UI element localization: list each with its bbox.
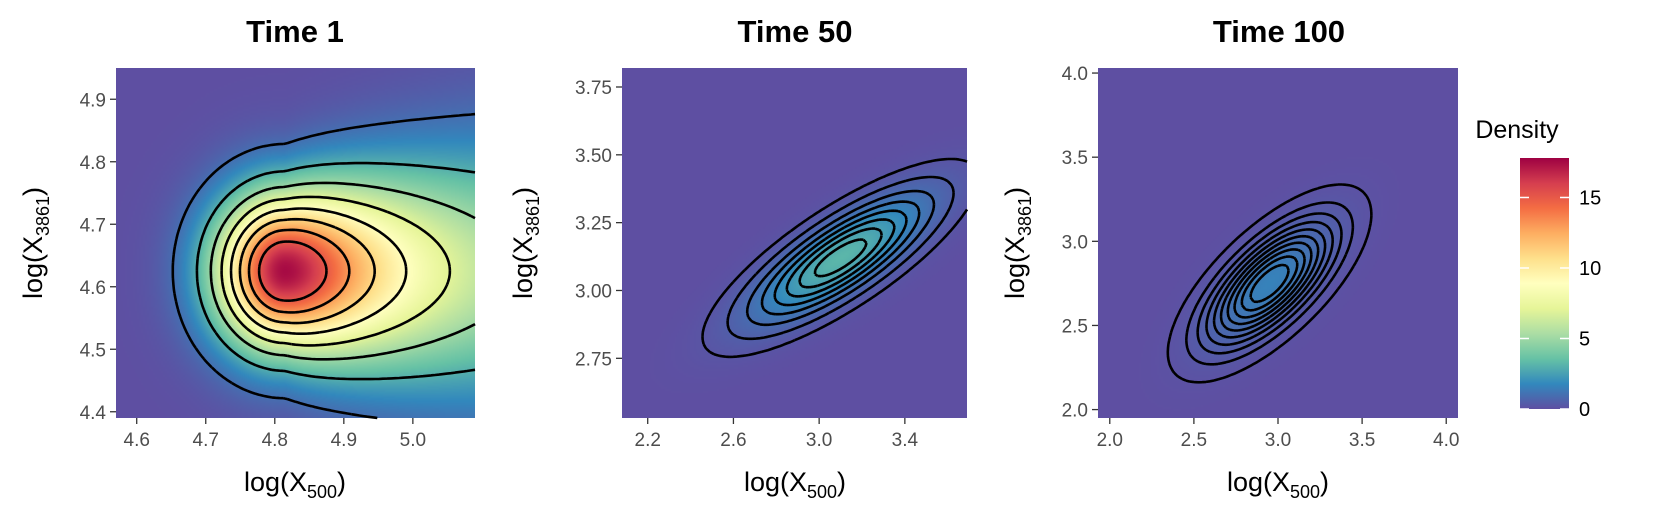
contour-lines <box>1166 183 1373 384</box>
panel-title: Time 50 <box>738 14 853 49</box>
y-axis-label: log(X3861) <box>1000 187 1035 299</box>
legend-colorbar <box>1520 158 1569 409</box>
density-legend: Density 0 5 10 15 <box>1475 116 1601 421</box>
y-tick-label: 4.4 <box>80 403 107 424</box>
contour-line <box>1219 234 1320 332</box>
contour-line <box>1205 220 1334 347</box>
legend-tick-label: 5 <box>1579 328 1590 350</box>
y-tick-label: 2.5 <box>1062 316 1088 337</box>
y-tick-label: 3.25 <box>575 214 612 235</box>
x-tick-label: 3.0 <box>806 430 832 451</box>
contour-line <box>209 181 476 361</box>
y-tick-label: 4.0 <box>1062 64 1088 85</box>
y-tick-label: 4.6 <box>80 278 106 299</box>
contour-line <box>1233 248 1306 319</box>
x-tick-label: 4.8 <box>262 430 288 451</box>
density-heatmap <box>622 68 967 418</box>
y-tick-label: 3.50 <box>575 146 612 167</box>
x-tick-label: 4.6 <box>124 430 150 451</box>
contour-line <box>1249 263 1290 304</box>
contour-line <box>1196 212 1343 355</box>
contour-line <box>195 161 476 381</box>
contour-lines <box>171 112 476 420</box>
panel-time-1: Time 1 4.6 4.7 4.8 4.9 5.0 4.4 4.5 4.6 4.7 4.8 4.9… <box>18 14 476 502</box>
legend-tick-label: 15 <box>1579 187 1601 209</box>
axis-ticks: 4.6 4.7 4.8 4.9 5.0 4.4 4.5 4.6 4.7 4.8 4.9 <box>80 90 426 451</box>
y-tick-label: 2.0 <box>1062 401 1088 422</box>
legend-tick-label: 10 <box>1579 258 1601 280</box>
axis-ticks: 2.2 2.6 3.0 3.4 2.75 3.00 3.25 3.50 3.75 <box>575 78 918 451</box>
y-axis-label: log(X3861) <box>18 187 53 299</box>
panel-time-100: Time 100 2.0 2.5 3.0 3.5 4.02.02.53.03.54.0 … <box>1000 14 1459 502</box>
contour-line <box>1185 201 1355 366</box>
x-tick-label: 3.0 <box>1265 430 1291 451</box>
x-tick-label: 2.5 <box>1181 430 1207 451</box>
y-tick-label: 3.00 <box>575 281 612 302</box>
x-axis-label: log(X500) <box>244 467 346 502</box>
contour-line <box>220 195 452 347</box>
contour-line <box>229 207 408 335</box>
y-tick-label: 3.5 <box>1062 148 1088 169</box>
contour-line <box>760 200 921 316</box>
contour-line <box>813 238 868 278</box>
contour-line <box>773 209 908 307</box>
y-tick-label: 4.5 <box>80 340 106 361</box>
panel-title: Time 100 <box>1213 14 1345 49</box>
y-tick-label: 4.7 <box>80 215 106 236</box>
x-tick-label: 4.9 <box>331 430 357 451</box>
contour-line <box>701 157 969 359</box>
y-tick-label: 4.8 <box>80 153 106 174</box>
y-tick-label: 3.0 <box>1062 232 1088 253</box>
contour-line <box>171 112 476 420</box>
y-axis-label: log(X3861) <box>508 187 543 299</box>
y-tick-label: 2.75 <box>575 349 612 370</box>
contour-line <box>1226 241 1313 326</box>
x-tick-label: 4.0 <box>1433 430 1459 451</box>
contour-line <box>247 228 351 314</box>
contour-line <box>1240 255 1299 312</box>
x-tick-label: 2.0 <box>1097 430 1123 451</box>
x-tick-label: 2.2 <box>635 430 661 451</box>
legend-tick-label: 0 <box>1579 399 1590 421</box>
legend-ticks: 0 5 10 15 <box>1520 187 1601 421</box>
x-tick-label: 3.5 <box>1349 430 1375 451</box>
contour-line <box>745 189 936 327</box>
y-tick-label: 3.75 <box>575 78 612 99</box>
x-tick-label: 5.0 <box>400 430 426 451</box>
x-tick-label: 2.6 <box>720 430 746 451</box>
contour-line <box>1212 228 1327 339</box>
x-tick-label: 3.4 <box>892 430 919 451</box>
contour-line <box>726 175 955 341</box>
contour-line <box>798 227 883 289</box>
contour-line <box>238 217 376 325</box>
x-axis-label: log(X500) <box>1227 467 1329 502</box>
contour-line <box>257 240 328 302</box>
panel-title: Time 1 <box>246 14 344 49</box>
legend-title: Density <box>1475 116 1559 144</box>
contour-lines <box>701 157 969 359</box>
contour-line <box>785 218 896 298</box>
y-tick-label: 4.9 <box>80 90 106 111</box>
x-axis-label: log(X500) <box>744 467 846 502</box>
axis-ticks: 2.0 2.5 3.0 3.5 4.0 2.0 2.5 3.0 3.5 4.0 <box>1062 64 1460 451</box>
x-tick-label: 4.7 <box>193 430 219 451</box>
contour-line <box>1166 183 1373 384</box>
panel-time-50: Time 50 2.2 2.6 3.0 3.4 2.75 3.00 3.25 3.50 3.75… <box>508 14 969 502</box>
